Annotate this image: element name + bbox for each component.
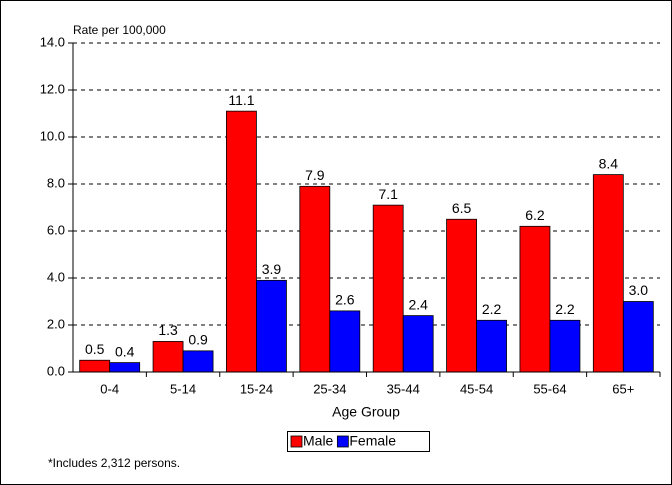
bar <box>402 315 434 373</box>
y-tick-label: 8.0 <box>47 175 65 190</box>
x-tick-label: 15-24 <box>240 381 273 396</box>
value-label: 2.2 <box>555 301 575 317</box>
x-tick-label: 35-44 <box>387 381 420 396</box>
x-axis-label: Age Group <box>332 404 400 420</box>
value-label: 6.5 <box>452 200 472 216</box>
bar <box>519 225 551 373</box>
bar <box>79 359 111 373</box>
value-label: 2.6 <box>335 292 355 308</box>
bar <box>372 204 404 373</box>
value-label: 8.4 <box>599 155 619 171</box>
bar <box>226 110 257 373</box>
bar <box>152 341 184 373</box>
y-tick-label: 12.0 <box>40 81 65 96</box>
x-tick-label: 5-14 <box>170 381 196 396</box>
footnote: *Includes 2,312 persons. <box>48 456 180 470</box>
legend-box <box>287 431 430 452</box>
bar <box>299 185 331 373</box>
x-tick-label: 55-64 <box>533 381 566 396</box>
bar <box>549 319 581 373</box>
value-label: 1.3 <box>158 322 178 338</box>
value-label: 2.4 <box>408 296 428 312</box>
legend-swatch <box>336 435 349 448</box>
value-label: 7.1 <box>378 186 398 202</box>
bar <box>622 301 654 373</box>
bar <box>476 319 507 373</box>
y-tick-label: 0.0 <box>47 363 65 378</box>
bar <box>256 279 287 373</box>
legend-label: Female <box>349 433 396 449</box>
value-label: 2.2 <box>482 301 502 317</box>
value-label: 3.0 <box>629 282 649 298</box>
value-label: 6.2 <box>525 207 545 223</box>
value-label: 0.5 <box>85 341 105 357</box>
bar <box>592 174 624 373</box>
x-tick-label: 65+ <box>612 381 634 396</box>
y-tick-label: 10.0 <box>40 128 65 143</box>
bar <box>109 362 141 373</box>
x-tick-label: 25-34 <box>313 381 346 396</box>
value-label: 0.4 <box>115 343 135 359</box>
y-tick-label: 14.0 <box>40 34 65 49</box>
bar <box>446 218 477 373</box>
y-tick-label: 2.0 <box>47 316 65 331</box>
legend-label: Male <box>303 433 334 449</box>
legend-swatch <box>290 435 303 448</box>
x-tick-label: 0-4 <box>100 381 119 396</box>
value-label: 3.9 <box>262 261 282 277</box>
bar <box>182 350 214 373</box>
y-axis-label: Rate per 100,000 <box>73 23 166 37</box>
y-tick-label: 6.0 <box>47 222 65 237</box>
value-label: 7.9 <box>305 167 325 183</box>
bar <box>329 310 361 373</box>
value-label: 11.1 <box>228 92 254 108</box>
x-tick-label: 45-54 <box>460 381 493 396</box>
y-tick-label: 4.0 <box>47 269 65 284</box>
value-label: 0.9 <box>188 332 208 348</box>
